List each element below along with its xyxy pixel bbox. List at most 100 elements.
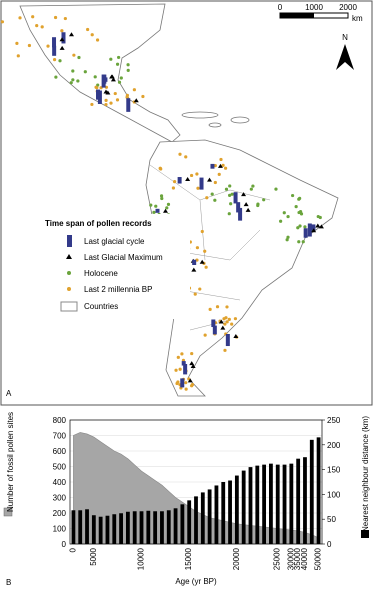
site-marker <box>159 167 163 171</box>
y-tick-label: 100 <box>53 525 67 534</box>
site-marker <box>193 292 197 296</box>
site-marker <box>318 224 324 229</box>
site-marker <box>218 319 224 324</box>
site-marker <box>31 15 35 19</box>
bar <box>296 458 301 544</box>
site-marker <box>233 333 239 338</box>
site-marker <box>0 20 5 24</box>
site-marker <box>238 207 243 221</box>
site-marker <box>180 352 184 356</box>
site-marker <box>298 196 302 200</box>
legend-label: Last glacial cycle <box>84 237 145 246</box>
north-label: N <box>342 33 348 42</box>
site-marker <box>54 75 58 79</box>
site-marker <box>133 98 139 103</box>
bar <box>228 480 232 544</box>
site-marker <box>286 235 290 239</box>
site-marker <box>109 101 113 105</box>
landmass <box>19 3 339 397</box>
site-marker <box>195 246 200 250</box>
site-marker <box>63 16 67 21</box>
site-marker <box>125 93 130 97</box>
site-marker <box>171 186 176 190</box>
scale-unit: km <box>352 14 363 23</box>
x-tick-label: 10000 <box>137 547 146 570</box>
site-marker <box>241 192 247 197</box>
y2-tick-label: 250 <box>327 416 341 425</box>
site-marker <box>132 88 136 92</box>
legend-label: Holocene <box>84 269 118 278</box>
site-marker <box>190 364 196 369</box>
site-marker <box>59 37 65 42</box>
site-marker <box>224 187 229 191</box>
site-marker <box>27 43 32 48</box>
site-marker <box>160 196 164 201</box>
site-marker <box>251 184 255 188</box>
bar <box>71 510 76 544</box>
site-marker <box>204 265 208 269</box>
bar <box>78 510 83 544</box>
site-marker <box>262 198 266 202</box>
bar <box>112 514 117 544</box>
site-marker <box>199 177 204 190</box>
bar <box>269 463 273 544</box>
site-marker <box>213 164 217 168</box>
bar <box>241 470 246 544</box>
site-marker <box>207 177 213 182</box>
site-marker <box>117 80 122 84</box>
site-marker <box>90 102 94 107</box>
site-marker <box>205 196 209 200</box>
site-marker <box>115 62 120 66</box>
site-marker <box>297 210 301 215</box>
site-marker <box>249 187 253 191</box>
x-tick-label: 15000 <box>184 547 193 570</box>
site-marker <box>165 206 169 210</box>
x-tick-label: 35000 <box>293 547 302 570</box>
site-marker <box>196 186 200 190</box>
bar <box>187 500 192 544</box>
site-marker <box>212 325 217 335</box>
site-marker <box>221 163 225 167</box>
site-marker <box>77 55 81 60</box>
legend-title: Time span of pollen records <box>45 219 152 228</box>
legend-label: Last Glacial Maximum <box>84 253 163 262</box>
site-marker <box>105 90 111 95</box>
bar <box>85 509 89 544</box>
site-marker <box>236 202 241 213</box>
site-marker <box>172 180 177 184</box>
site-marker <box>223 322 227 326</box>
bar <box>207 489 212 544</box>
site-marker <box>190 384 194 388</box>
x-tick-label: 20000 <box>232 547 241 570</box>
y-tick-label: 300 <box>53 494 67 503</box>
site-marker <box>184 155 188 159</box>
site-marker <box>228 193 232 198</box>
site-marker <box>35 23 39 28</box>
site-marker <box>217 172 221 176</box>
site-marker <box>40 25 44 29</box>
site-marker <box>68 32 74 37</box>
scale-label: 1000 <box>305 3 323 12</box>
legend-label: Nearest neighbour distance (km) <box>361 416 370 532</box>
site-marker <box>233 317 238 321</box>
site-marker <box>230 322 234 326</box>
site-marker <box>301 240 305 244</box>
site-marker <box>126 63 130 67</box>
site-marker <box>86 27 90 32</box>
site-marker <box>229 202 233 206</box>
site-marker <box>297 240 301 244</box>
site-marker <box>97 90 102 104</box>
site-marker <box>184 387 188 391</box>
y-tick-label: 700 <box>53 432 67 441</box>
site-marker <box>203 249 207 253</box>
legend-icon <box>60 301 78 312</box>
bar <box>180 504 185 544</box>
bar <box>200 492 205 544</box>
site-marker <box>52 37 57 48</box>
x-tick-label: 0 <box>68 547 77 552</box>
legend-icon <box>67 287 71 291</box>
bar <box>316 437 321 544</box>
panel-label: B <box>6 578 11 587</box>
site-marker <box>141 94 145 99</box>
site-marker <box>159 194 164 198</box>
